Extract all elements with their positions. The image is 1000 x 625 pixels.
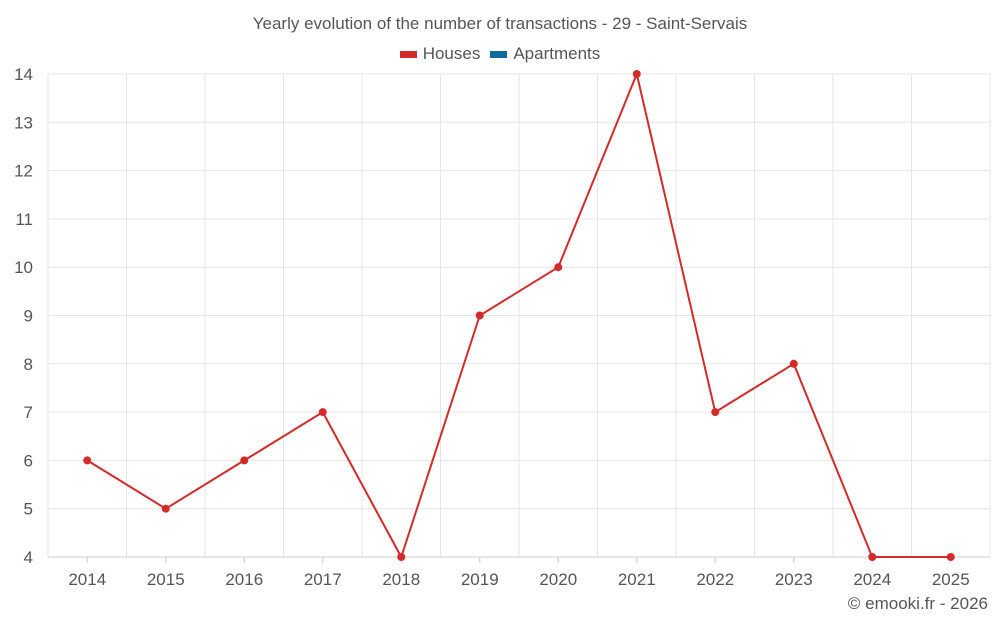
legend-label-apartments: Apartments (513, 44, 601, 63)
axes: 4 5 6 7 8 9 10 11 12 13 14 2014 2015 2016 2017 2018 2019… (14, 65, 990, 589)
chart-title: Yearly evolution of the number of transa… (252, 14, 748, 33)
x-tick-label: 2017 (304, 570, 342, 589)
legend-swatch-houses (399, 50, 417, 58)
y-tick-label: 7 (24, 403, 33, 422)
x-tick-label: 2022 (696, 570, 734, 589)
data-point-houses-2016 (240, 456, 249, 465)
y-tick-label: 6 (24, 451, 33, 470)
y-tick-label: 14 (14, 65, 33, 84)
x-tick-label: 2019 (461, 570, 499, 589)
x-tick-label: 2021 (618, 570, 656, 589)
series-line-houses (86, 73, 951, 558)
x-tick-label: 2020 (539, 570, 577, 589)
y-tick-label: 8 (24, 355, 33, 374)
data-point-houses-2022 (711, 408, 720, 417)
data-point-houses-2015 (161, 504, 170, 513)
legend-item-houses[interactable]: Houses (399, 44, 481, 64)
data-point-houses-2025 (946, 553, 955, 561)
data-point-houses-2021 (632, 70, 641, 78)
x-tick-label: 2016 (225, 570, 263, 589)
x-tick-label: 2025 (932, 570, 970, 589)
grid (47, 73, 991, 558)
data-point-houses-2017 (318, 408, 327, 417)
x-tick-label: 2023 (775, 570, 813, 589)
data-point-houses-2020 (554, 263, 563, 272)
data-point-houses-2023 (789, 359, 798, 368)
x-tick-label: 2024 (853, 570, 891, 589)
y-tick-label: 4 (24, 548, 33, 567)
legend-label-houses: Houses (422, 44, 481, 63)
legend-item-apartments[interactable]: Apartments (490, 44, 600, 64)
y-tick-label: 9 (24, 307, 33, 326)
x-tick-label: 2014 (68, 570, 106, 589)
data-point-houses-2024 (868, 553, 877, 561)
x-tick-label: 2015 (147, 570, 185, 589)
legend: Houses Apartments (0, 44, 1000, 64)
legend-swatch-apartments (490, 50, 508, 58)
x-tick-label: 2018 (382, 570, 420, 589)
credit-text: © emooki.fr - 2026 (847, 594, 988, 613)
data-point-houses-2014 (83, 456, 92, 465)
y-tick-label: 11 (15, 210, 33, 229)
data-point-houses-2019 (475, 311, 484, 320)
data-point-houses-2018 (397, 553, 406, 561)
y-tick-label: 13 (14, 113, 33, 132)
y-tick-label: 12 (14, 162, 33, 181)
y-tick-label: 10 (14, 258, 33, 277)
series (83, 70, 955, 561)
y-tick-label: 5 (24, 500, 33, 519)
